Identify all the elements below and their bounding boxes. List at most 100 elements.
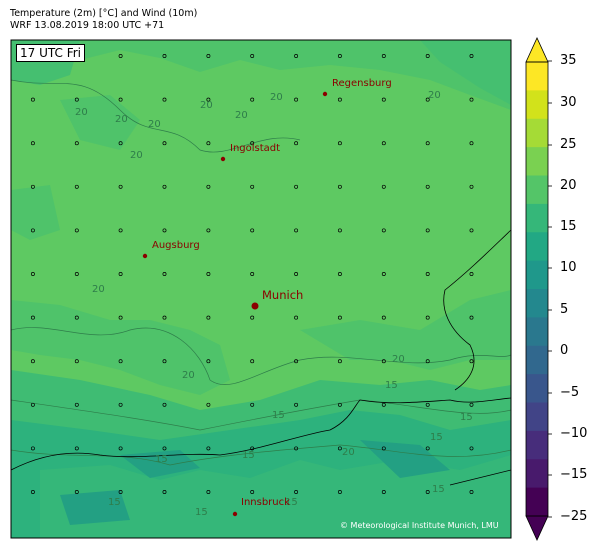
- wind-station-marker: [118, 272, 123, 276]
- wind-station-marker: [30, 97, 35, 102]
- wind-station-marker: [294, 315, 299, 320]
- city-dot: [220, 156, 226, 162]
- wind-station-marker: [162, 315, 167, 320]
- wind-station-marker: [162, 359, 167, 364]
- wind-station-marker: [250, 359, 255, 364]
- contour-label-layer: 20 20 20 20 20 20 20 20 20 20 20 15 15 15 15 15 15 15 15 15…: [75, 90, 473, 518]
- colorbar-frame: [525, 61, 549, 517]
- wind-station-marker: [162, 490, 167, 494]
- wind-station-marker: [294, 184, 299, 189]
- city-dot: [322, 91, 328, 97]
- colorbar-tick-label: −5: [560, 385, 580, 400]
- wind-station-marker: [469, 490, 474, 494]
- credit-text: © Meteorological Institute Munich, LMU: [340, 521, 499, 530]
- wind-station-marker: [162, 446, 167, 451]
- wind-station-marker: [74, 359, 79, 364]
- wind-station-marker: [469, 141, 474, 146]
- wind-station-marker: [118, 402, 123, 407]
- wind-station-marker: [162, 184, 167, 189]
- wind-station-marker: [425, 54, 430, 58]
- colorbar-tick-label: 15: [560, 219, 577, 234]
- city-dot: [142, 253, 148, 259]
- colorbar-segment: [526, 147, 548, 177]
- wind-station-marker: [294, 490, 299, 494]
- wind-station-marker: [30, 359, 35, 364]
- contour-label: 20: [92, 284, 105, 295]
- wind-station-marker: [425, 141, 430, 146]
- wind-station-marker: [337, 272, 342, 276]
- contour-label: 15: [285, 497, 298, 508]
- wind-station-marker: [206, 446, 211, 451]
- wind-station-marker: [74, 97, 79, 102]
- wind-station-marker: [30, 272, 35, 276]
- colorbar-tick-label: −15: [560, 467, 588, 482]
- wind-station-marker: [381, 402, 386, 407]
- contour-label: 20: [130, 150, 143, 161]
- colorbar-segment: [526, 260, 548, 290]
- wind-station-marker: [74, 141, 79, 146]
- contour-label: 15: [108, 497, 121, 508]
- colorbar-segment: [526, 487, 548, 517]
- colorbar-segment: [526, 175, 548, 205]
- colorbar-segment: [526, 430, 548, 460]
- contour-label: 20: [182, 370, 195, 381]
- wind-station-marker: [30, 446, 35, 451]
- wind-station-marker: [381, 490, 386, 494]
- wind-station-marker: [337, 402, 342, 407]
- wind-station-marker: [162, 228, 167, 233]
- wind-station-marker: [337, 315, 342, 320]
- forecast-time-badge: 17 UTC Fri: [16, 44, 85, 62]
- colorbar-segment: [526, 62, 548, 91]
- wind-station-marker: [206, 54, 211, 58]
- wind-station-marker: [206, 184, 211, 189]
- wind-station-marker: [162, 272, 167, 276]
- contour-label: 15: [155, 454, 168, 465]
- wind-station-marker: [74, 402, 79, 407]
- wind-station-marker: [250, 54, 255, 58]
- wind-station-marker: [294, 359, 299, 364]
- wind-station-grid: [30, 54, 474, 494]
- wind-station-marker: [337, 446, 342, 451]
- wind-station-marker: [118, 446, 123, 451]
- wind-station-marker: [469, 359, 474, 364]
- contour-label: 15: [460, 412, 473, 423]
- wind-station-marker: [425, 446, 430, 451]
- wind-station-marker: [294, 54, 299, 58]
- wind-station-marker: [206, 315, 211, 320]
- wind-station-marker: [250, 141, 255, 146]
- wind-station-marker: [294, 446, 299, 451]
- city-dot: [232, 511, 238, 517]
- wind-station-marker: [337, 54, 342, 58]
- wind-station-marker: [162, 402, 167, 407]
- colorbar-segment: [526, 232, 548, 262]
- wind-station-marker: [250, 315, 255, 320]
- wind-station-marker: [30, 315, 35, 320]
- wind-station-marker: [469, 272, 474, 276]
- wind-station-marker: [74, 184, 79, 189]
- wind-station-marker: [381, 359, 386, 364]
- wind-station-marker: [337, 184, 342, 189]
- contour-label: 15: [432, 484, 445, 495]
- wind-station-marker: [381, 228, 386, 233]
- colorbar-tick-label: 20: [560, 178, 577, 193]
- wind-station-marker: [294, 272, 299, 276]
- colorbar-segment: [526, 459, 548, 489]
- wind-station-marker: [74, 315, 79, 320]
- wind-station-marker: [30, 228, 35, 233]
- wind-station-marker: [250, 184, 255, 189]
- contour-label: 15: [385, 380, 398, 391]
- wind-station-marker: [206, 272, 211, 276]
- chart-title-line-2: WRF 13.08.2019 18:00 UTC +71: [10, 20, 165, 31]
- colorbar-segment: [526, 402, 548, 432]
- city-dot-layer: [142, 91, 328, 517]
- wind-station-marker: [206, 402, 211, 407]
- colorbar-segment: [526, 118, 548, 148]
- wind-station-marker: [118, 228, 123, 233]
- wind-station-marker: [425, 359, 430, 364]
- city-label-augsburg: Augsburg: [152, 240, 200, 251]
- wind-station-marker: [381, 184, 386, 189]
- wind-station-marker: [381, 54, 386, 58]
- wind-station-marker: [30, 402, 35, 407]
- wind-station-marker: [425, 402, 430, 407]
- wind-station-marker: [118, 97, 123, 102]
